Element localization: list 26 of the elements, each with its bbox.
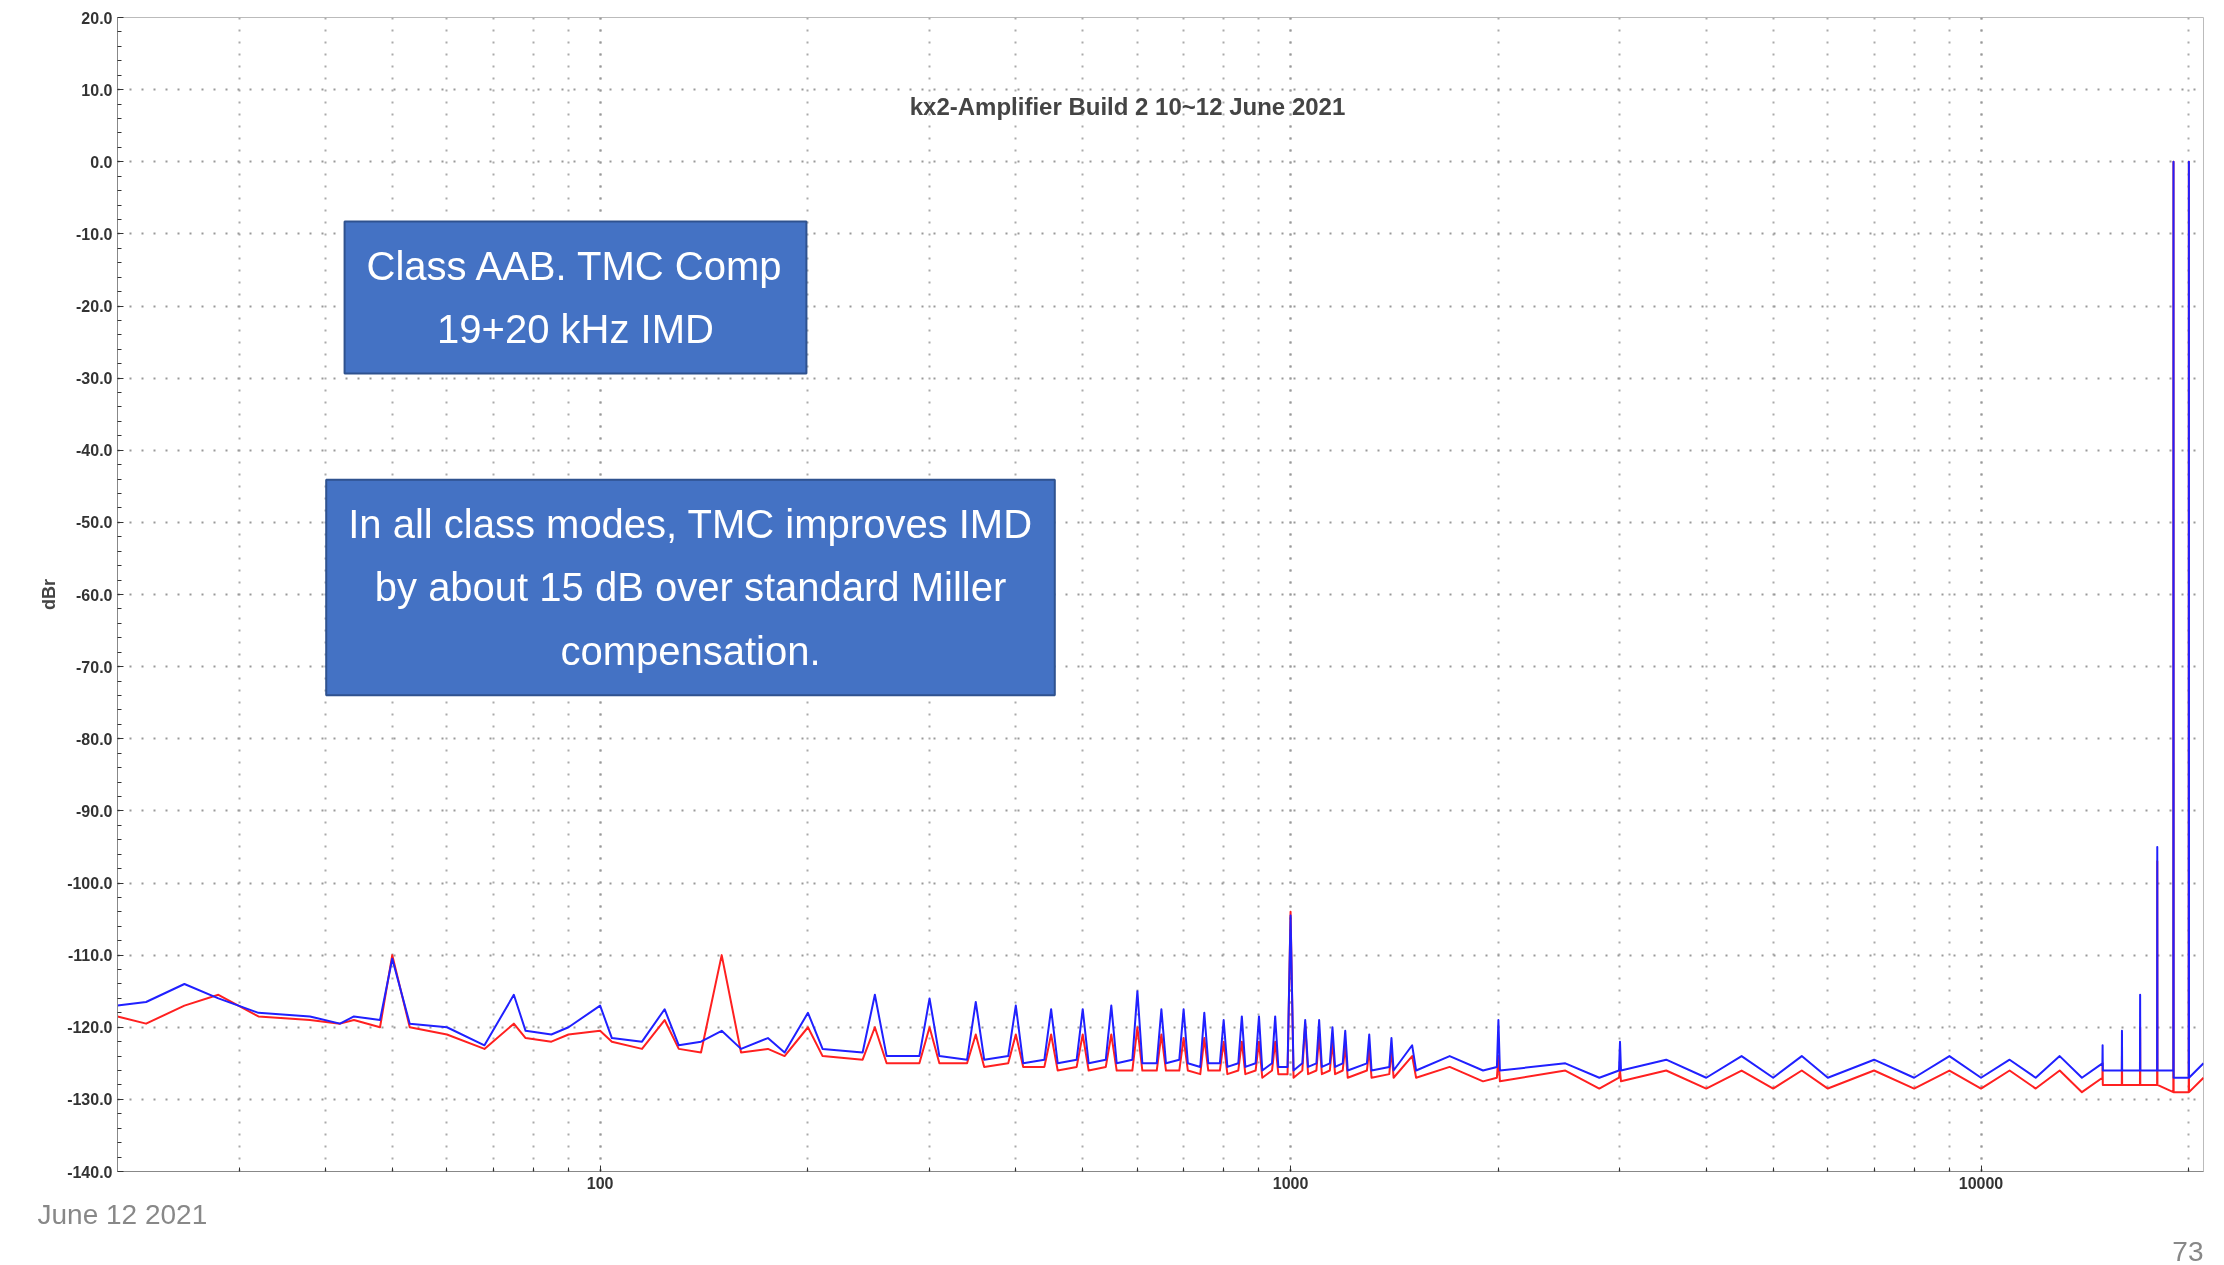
- y-tick-label: 10.0: [81, 81, 113, 99]
- y-tick-label: -130.0: [67, 1091, 113, 1109]
- y-tick-label: -80.0: [76, 730, 113, 748]
- y-tick-label: 20.0: [81, 9, 113, 27]
- x-tick-label: 100: [586, 1174, 614, 1192]
- y-tick-label: -120.0: [67, 1019, 113, 1037]
- y-tick-label: -40.0: [76, 442, 113, 460]
- y-tick-label: -100.0: [67, 875, 113, 892]
- y-axis-title: dBr: [39, 579, 60, 610]
- text: June 12 2021: [37, 1198, 208, 1230]
- annotation: Class AAB. TMC Comp 19+20 kHz IMD: [366, 243, 782, 352]
- x-tick-label: 1000: [1272, 1174, 1309, 1192]
- y-tick-label: -90.0: [76, 802, 113, 820]
- y-tick-label: -20.0: [76, 298, 113, 315]
- y-tick-label: -60.0: [76, 586, 113, 604]
- y-tick-label: -50.0: [76, 514, 113, 532]
- x-tick-label: 10000: [1958, 1174, 2004, 1192]
- text: 73: [2172, 1235, 2204, 1265]
- y-tick-label: -10.0: [76, 225, 113, 243]
- y-tick-label: -30.0: [76, 370, 113, 388]
- y-tick-label: 0.0: [90, 153, 113, 171]
- annotation: In all class modes, TMC improves IMD by about 15 dB over standard Miller compensation.: [348, 501, 1033, 674]
- y-tick-label: -70.0: [76, 658, 113, 676]
- y-tick-label: -140.0: [67, 1163, 113, 1181]
- text: kx2-Amplifier Build 2 10~12 June 2021: [909, 92, 1346, 120]
- y-tick-label: -110.0: [68, 947, 113, 965]
